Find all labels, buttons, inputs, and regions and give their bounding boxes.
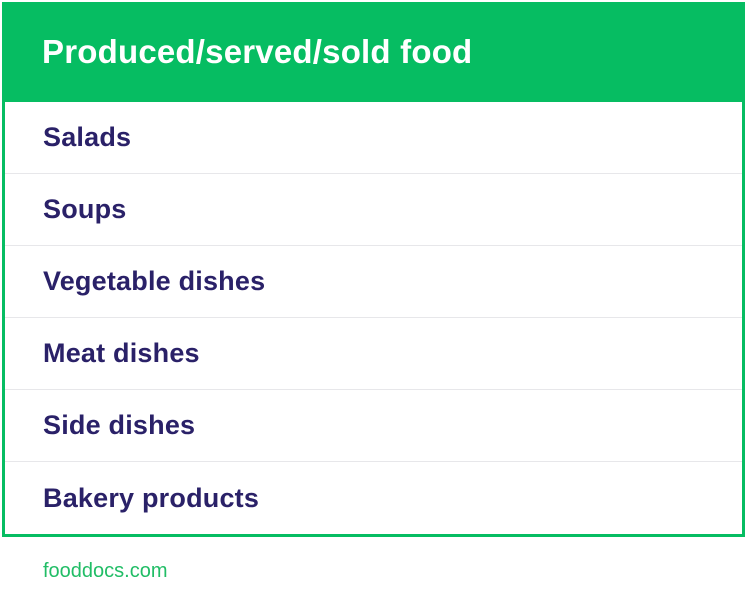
- table-header: Produced/served/sold food: [2, 2, 745, 102]
- fooddocs-site-link[interactable]: fooddocs.com: [43, 559, 168, 582]
- row-label-vegetable-dishes: Vegetable dishes: [43, 266, 266, 296]
- row-label-soups: Soups: [43, 194, 127, 224]
- footer: fooddocs.com: [0, 537, 747, 605]
- table-row: Salads: [5, 102, 742, 174]
- row-label-salads: Salads: [43, 122, 132, 152]
- table-row: Side dishes: [5, 390, 742, 462]
- table-body: Salads Soups Vegetable dishes Meat dishe…: [2, 102, 745, 537]
- table-row: Vegetable dishes: [5, 246, 742, 318]
- table-row: Meat dishes: [5, 318, 742, 390]
- table-row: Soups: [5, 174, 742, 246]
- row-label-bakery-products: Bakery products: [43, 482, 260, 513]
- row-label-side-dishes: Side dishes: [43, 410, 196, 440]
- food-categories-table: Produced/served/sold food Salads Soups V…: [2, 2, 745, 537]
- table-row: Bakery products: [5, 462, 742, 534]
- table-title: Produced/served/sold food: [42, 33, 473, 70]
- row-label-meat-dishes: Meat dishes: [43, 338, 200, 368]
